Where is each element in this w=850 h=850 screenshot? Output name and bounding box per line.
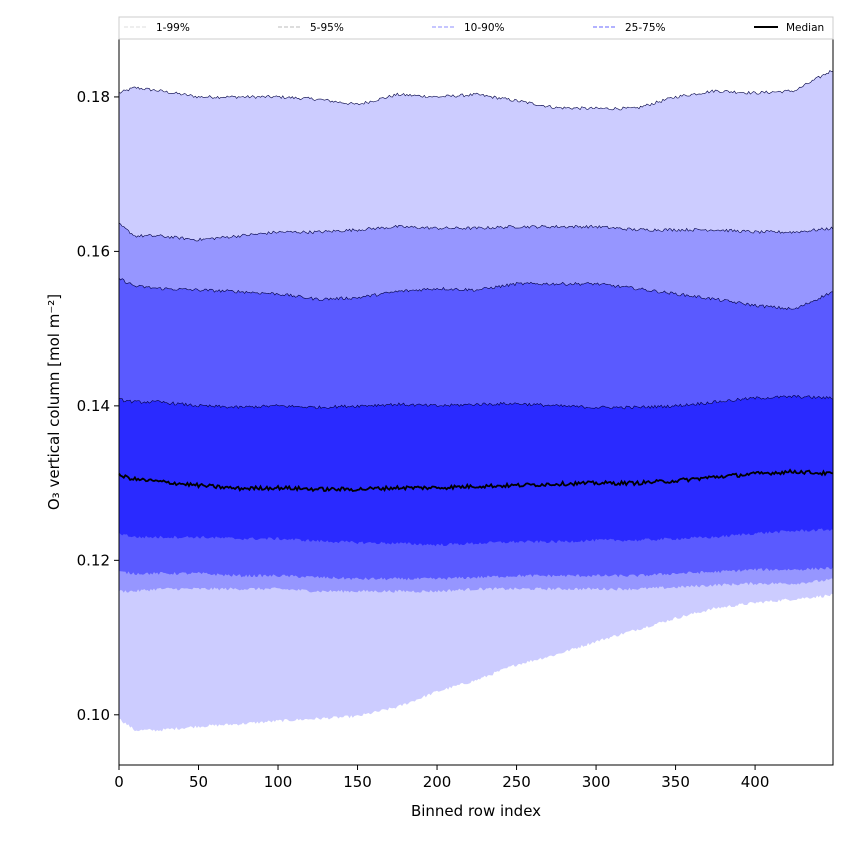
band-1-99-upper-line: [118, 70, 834, 111]
band-25-75-upper-line: [118, 394, 834, 410]
x-tick-label: 200: [423, 773, 452, 791]
x-tick-label: 400: [741, 773, 770, 791]
legend-label-5-95: 5-95%: [310, 22, 344, 34]
y-tick-label: 0.16: [77, 242, 110, 260]
percentile-bands: [119, 70, 833, 732]
y-tick-label: 0.12: [77, 551, 110, 569]
legend-label-10-90: 10-90%: [464, 22, 505, 34]
x-tick-label: 250: [502, 773, 531, 791]
legend-label-1-99: 1-99%: [156, 22, 190, 34]
x-tick-label: 350: [661, 773, 690, 791]
y-tick-label: 0.14: [77, 397, 110, 415]
x-tick-label: 300: [582, 773, 611, 791]
band-5-95-upper-line: [118, 222, 834, 242]
legend-label-Median: Median: [786, 22, 824, 34]
legend-label-25-75: 25-75%: [625, 22, 666, 34]
x-axis-label: Binned row index: [411, 802, 541, 820]
y-tick-label: 0.10: [77, 706, 110, 724]
x-tick-label: 150: [343, 773, 372, 791]
legend: 1-99% 5-95% 10-90% 25-75% Median: [118, 16, 834, 40]
y-axis-label: O₃ vertical column [mol m⁻²]: [45, 294, 63, 510]
band-25-75-area: [119, 395, 833, 547]
y-axis-ticks: 0.10 0.12 0.14 0.16 0.18: [77, 88, 119, 724]
x-tick-label: 100: [264, 773, 293, 791]
x-tick-label: 0: [114, 773, 124, 791]
x-axis-ticks: 0 50 100 150 200 250 300 350 400: [114, 765, 769, 791]
percentile-lines: [118, 70, 834, 493]
x-tick-label: 50: [189, 773, 208, 791]
median-line: [118, 468, 834, 493]
y-tick-label: 0.18: [77, 88, 110, 106]
legend-frame: [118, 16, 834, 40]
band-10-90-upper-line: [118, 277, 834, 310]
